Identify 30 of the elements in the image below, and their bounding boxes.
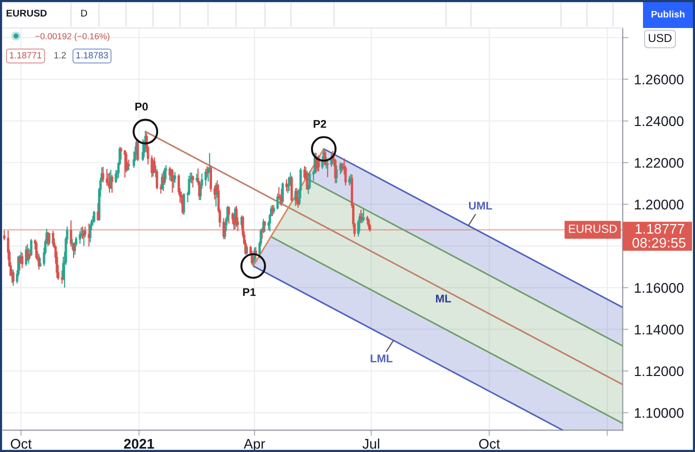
annotation: 1.18771 [10, 52, 42, 58]
annotation: 1.18783 [76, 52, 108, 58]
text: USD [648, 34, 672, 42]
y-tick-label: 1.16000 [634, 282, 684, 293]
text: 1.18777 [636, 224, 684, 234]
x-tick-label: Oct [10, 438, 32, 449]
annotation: P0 [135, 102, 148, 111]
series-label: UML [469, 202, 492, 210]
annotation: P2 [314, 120, 326, 128]
y-tick-label: 1.14000 [634, 324, 684, 335]
x-tick-label: Apr [244, 439, 266, 452]
series-label: LML [370, 354, 392, 362]
x-tick-label: Jul [362, 438, 380, 449]
x-tick-label: Oct [479, 438, 500, 449]
text: 08:29:55 [632, 238, 686, 248]
x-tick-label: 2021 [124, 438, 154, 449]
y-tick-label: 1.22000 [634, 158, 684, 168]
annotation: P1 [243, 288, 256, 296]
series-label: ML [436, 294, 451, 302]
y-tick-label: 1.24000 [634, 116, 684, 126]
y-tick-label: 1.26000 [634, 74, 684, 84]
y-tick-label: 1.12000 [634, 366, 684, 376]
ref-line-label: EURUSD [569, 224, 617, 233]
y-tick-label: 1.10000 [634, 408, 684, 418]
text: D [81, 10, 88, 17]
text: Publish [652, 10, 684, 18]
annotation: 1.2 [54, 52, 66, 58]
annotation: −0.00192 (−0.16%) [35, 32, 110, 42]
y-tick-label: 1.20000 [634, 200, 684, 210]
chart-title: EURUSD [6, 10, 47, 17]
